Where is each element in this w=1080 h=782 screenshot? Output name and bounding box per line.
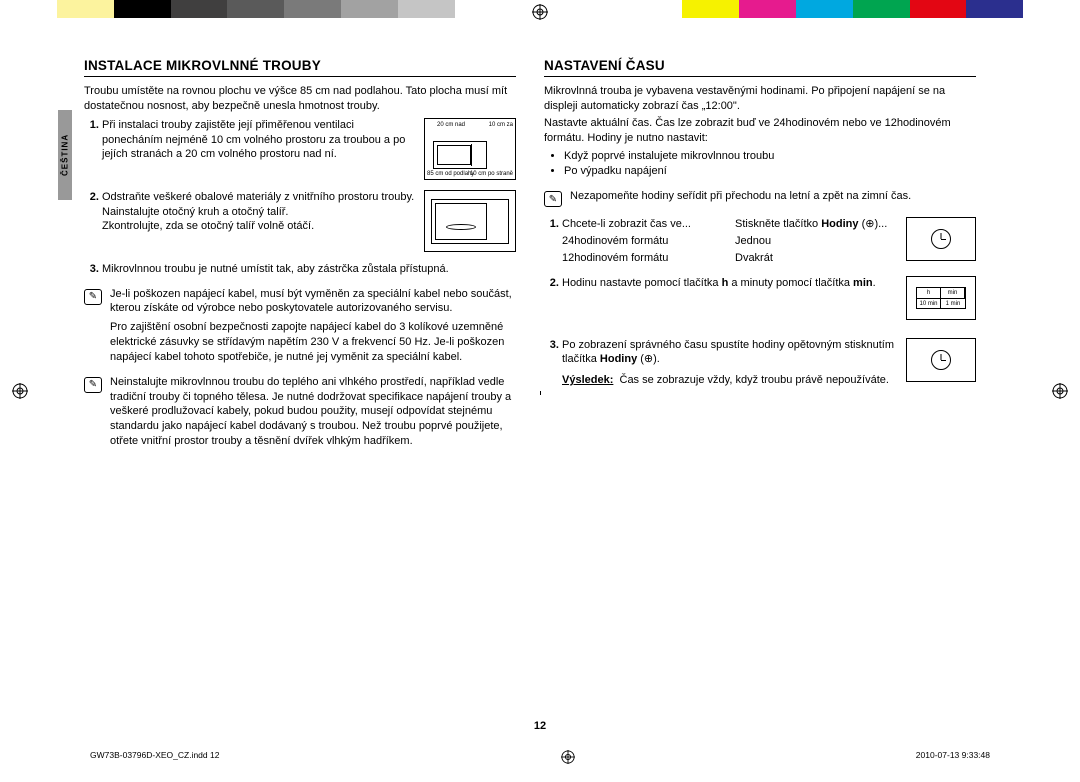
- s1-24h: 24hodinovém formátu: [562, 234, 725, 249]
- right-p1: Mikrovlnná trouba je vybavena vestavěným…: [544, 84, 976, 114]
- left-heading: INSTALACE MIKROVLNNÉ TROUBY: [84, 58, 516, 77]
- fig-label-top: 20 cm nad: [437, 121, 465, 129]
- clearance-diagram: 20 cm nad 10 cm za 85 cm od podlahy 10 c…: [424, 118, 516, 180]
- note2-text: Neinstalujte mikrovlnnou troubu do teplé…: [110, 375, 516, 449]
- right-p2: Nastavte aktuální čas. Čas lze zobrazit …: [544, 116, 976, 146]
- time-step-1: Chcete-li zobrazit čas ve... Stiskněte t…: [562, 217, 976, 266]
- s1-right-1: Stiskněte tlačítko Hodiny (⊕)...: [735, 217, 898, 232]
- s1-left-1: Chcete-li zobrazit čas ve...: [562, 217, 725, 232]
- s1-once: Jednou: [735, 234, 898, 249]
- s1-12h: 12hodinovém formátu: [562, 251, 725, 266]
- bullet-1: Když poprvé instalujete mikrovlnnou trou…: [564, 149, 976, 164]
- right-heading: NASTAVENÍ ČASU: [544, 58, 976, 77]
- registration-mark-bottom: [561, 750, 575, 764]
- s2-text: Hodinu nastavte pomocí tlačítka h a minu…: [562, 277, 876, 289]
- step2-line2: Nainstalujte otočný kruh a otočný talíř.: [102, 206, 288, 218]
- right-column: NASTAVENÍ ČASU Mikrovlnná trouba je vyba…: [530, 58, 990, 459]
- fig-label-bl: 85 cm od podlahy: [427, 170, 474, 178]
- hmin-h: h: [917, 288, 941, 298]
- note1-text-b: Pro zajištění osobní bezpečnosti zapojte…: [110, 320, 516, 365]
- install-step-1: 20 cm nad 10 cm za 85 cm od podlahy 10 c…: [102, 118, 516, 180]
- hmin-hv: 10 min: [917, 298, 941, 309]
- note1-text-a: Je-li poškozen napájecí kabel, musí být …: [110, 287, 516, 317]
- print-footer: GW73B-03796D-XEO_CZ.indd 12 2010-07-13 9…: [90, 750, 990, 764]
- warning-note-2: ✎ Neinstalujte mikrovlnnou troubu do tep…: [84, 375, 516, 449]
- page-number: 12: [534, 720, 546, 732]
- step2-line3: Zkontrolujte, zda se otočný talíř volně …: [102, 220, 314, 232]
- step3-text: Mikrovlnnou troubu je nutné umístit tak,…: [102, 263, 449, 275]
- turntable-diagram: [424, 190, 516, 252]
- warning-note-1: ✎ Je-li poškozen napájecí kabel, musí bý…: [84, 287, 516, 365]
- clock-button-icon: [906, 338, 976, 382]
- note-icon: ✎: [544, 191, 562, 207]
- install-step-2: Odstraňte veškeré obalové materiály z vn…: [102, 190, 516, 252]
- s1-twice: Dvakrát: [735, 251, 898, 266]
- install-step-1-text: Při instalaci trouby zajistěte její přim…: [102, 119, 405, 161]
- dst-note-text: Nezapomeňte hodiny seřídit při přechodu …: [570, 189, 911, 204]
- note-icon: ✎: [84, 377, 102, 393]
- hmin-mv: 1 min: [941, 298, 965, 309]
- footer-timestamp: 2010-07-13 9:33:48: [916, 750, 990, 764]
- center-tick: [540, 391, 541, 395]
- page-content: INSTALACE MIKROVLNNÉ TROUBY Troubu umíst…: [0, 18, 1080, 479]
- clock-button-icon: [906, 217, 976, 261]
- install-step-3: Mikrovlnnou troubu je nutné umístit tak,…: [102, 262, 516, 277]
- note-icon: ✎: [84, 289, 102, 305]
- left-column: INSTALACE MIKROVLNNÉ TROUBY Troubu umíst…: [70, 58, 530, 459]
- time-step-2: h min 10 min 1 min Hodinu nastavte pomoc…: [562, 276, 976, 320]
- h-min-button-icon: h min 10 min 1 min: [906, 276, 976, 320]
- dst-note: ✎ Nezapomeňte hodiny seřídit při přechod…: [544, 189, 976, 207]
- left-intro: Troubu umístěte na rovnou plochu ve výšc…: [84, 84, 516, 114]
- fig-label-right: 10 cm za: [489, 121, 513, 129]
- step2-line1: Odstraňte veškeré obalové materiály z vn…: [102, 191, 414, 203]
- time-step-3: Po zobrazení správného času spustíte hod…: [562, 338, 976, 389]
- hmin-min: min: [941, 288, 965, 298]
- fig-label-br: 10 cm po straně: [470, 170, 513, 178]
- bullet-2: Po výpadku napájení: [564, 164, 976, 179]
- footer-filename: GW73B-03796D-XEO_CZ.indd 12: [90, 750, 219, 764]
